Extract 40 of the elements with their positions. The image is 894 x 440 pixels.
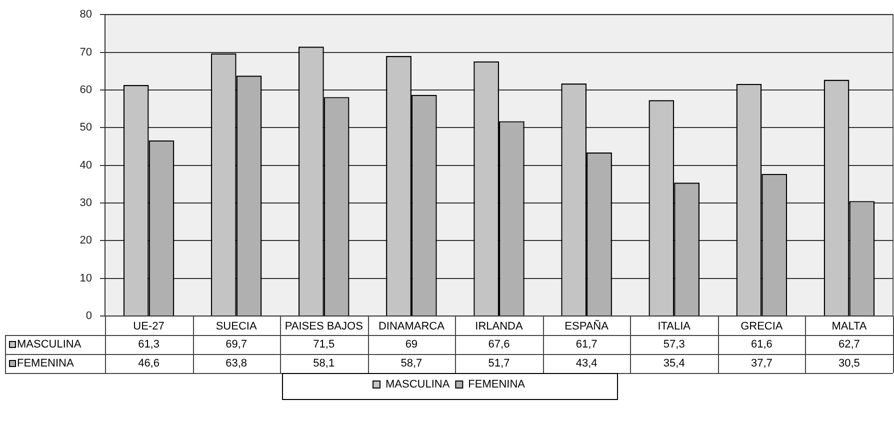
- y-tick-label: 20: [80, 234, 92, 247]
- legend-label: MASCULINA: [17, 338, 82, 351]
- x-tick-label: DINAMARCA: [378, 320, 446, 333]
- data-label: 37,7: [750, 358, 772, 370]
- y-tick-label: 10: [80, 272, 92, 284]
- x-tick-label: ESPAÑA: [564, 320, 610, 333]
- x-tick-label: SUECIA: [216, 320, 258, 333]
- data-label: 61,7: [576, 338, 598, 351]
- x-tick-label: PAISES BAJOS: [284, 320, 363, 333]
- text: FEMENINA: [17, 358, 74, 370]
- data-label: 35,4: [663, 358, 685, 370]
- data-label: 62,7: [838, 338, 860, 351]
- data-label: 69,7: [226, 338, 248, 351]
- data-label: 67,6: [488, 338, 510, 351]
- data-label: 69: [405, 338, 418, 351]
- data-label: 57,3: [663, 338, 685, 351]
- data-label: 61,6: [750, 338, 772, 351]
- data-label: 43,4: [576, 358, 598, 370]
- data-label: 51,7: [488, 358, 510, 370]
- x-tick-label: GRECIA: [740, 320, 784, 333]
- data-label: 63,8: [226, 358, 248, 370]
- data-label: 61,3: [138, 338, 160, 351]
- y-tick-label: 40: [80, 159, 92, 172]
- x-tick-label: ITALIA: [658, 320, 692, 333]
- data-label: 71,5: [313, 338, 335, 351]
- y-tick-label: 80: [80, 8, 92, 21]
- x-tick-label: IRLANDA: [475, 320, 524, 333]
- y-tick-label: 30: [80, 197, 92, 210]
- y-tick-label: 70: [80, 46, 92, 58]
- x-tick-label: MALTA: [832, 320, 868, 333]
- data-label: 30,5: [838, 358, 860, 370]
- y-tick-label: 0: [86, 310, 92, 322]
- data-label: 58,1: [313, 358, 335, 370]
- text: MASCULINA: [385, 378, 450, 391]
- data-label: 58,7: [400, 358, 422, 370]
- legend-label: FEMENINA: [468, 378, 526, 391]
- y-tick-label: 60: [80, 84, 92, 96]
- x-tick-label: UE-27: [133, 320, 164, 333]
- data-label: 46,6: [138, 358, 160, 370]
- y-tick-label: 50: [80, 122, 92, 134]
